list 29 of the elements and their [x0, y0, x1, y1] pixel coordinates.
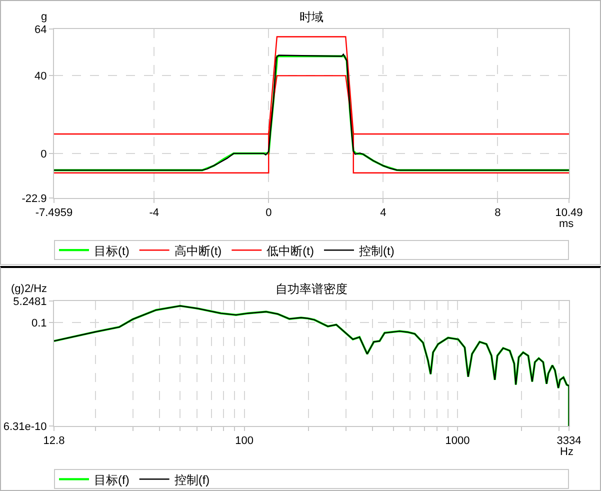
y-tick-label: 0.1: [32, 318, 47, 330]
x-axis-title: Hz: [560, 446, 574, 458]
legend-label: 高中断(t): [174, 244, 222, 258]
x-tick-label: 1000: [445, 435, 470, 448]
legend-label: 控制(f): [174, 472, 210, 487]
legend-label: 目标(f): [94, 472, 130, 487]
chart-title: 时域: [300, 10, 324, 24]
y-tick-label: 5.2481: [13, 296, 47, 308]
x-tick-label: 10.49: [555, 207, 583, 220]
x-tick-label: 0: [266, 207, 272, 220]
y-tick-label: 64: [34, 24, 47, 36]
legend-label: 低中断(t): [266, 244, 314, 258]
chart-title: 自功率谱密度: [276, 282, 348, 296]
y-tick-label: 6.31e-10: [3, 420, 47, 433]
x-tick-label: 12.8: [43, 435, 65, 448]
y-axis-title: (g)2/Hz: [11, 283, 48, 295]
x-tick-label: 100: [235, 435, 254, 448]
legend-label: 目标(t): [94, 244, 130, 258]
x-tick-label: -4: [149, 207, 159, 220]
x-axis-title: ms: [559, 218, 574, 230]
x-tick-label: 8: [494, 207, 501, 220]
x-tick-label: 3334: [556, 435, 582, 448]
y-tick-label: 40: [34, 70, 47, 83]
x-tick-label: -7.4959: [35, 207, 73, 220]
y-tick-label: -22.9: [22, 192, 47, 205]
x-tick-label: 4: [380, 207, 386, 220]
y-axis-title: g: [41, 11, 48, 23]
y-tick-label: 0: [40, 148, 47, 160]
legend-label: 控制(t): [358, 244, 394, 258]
